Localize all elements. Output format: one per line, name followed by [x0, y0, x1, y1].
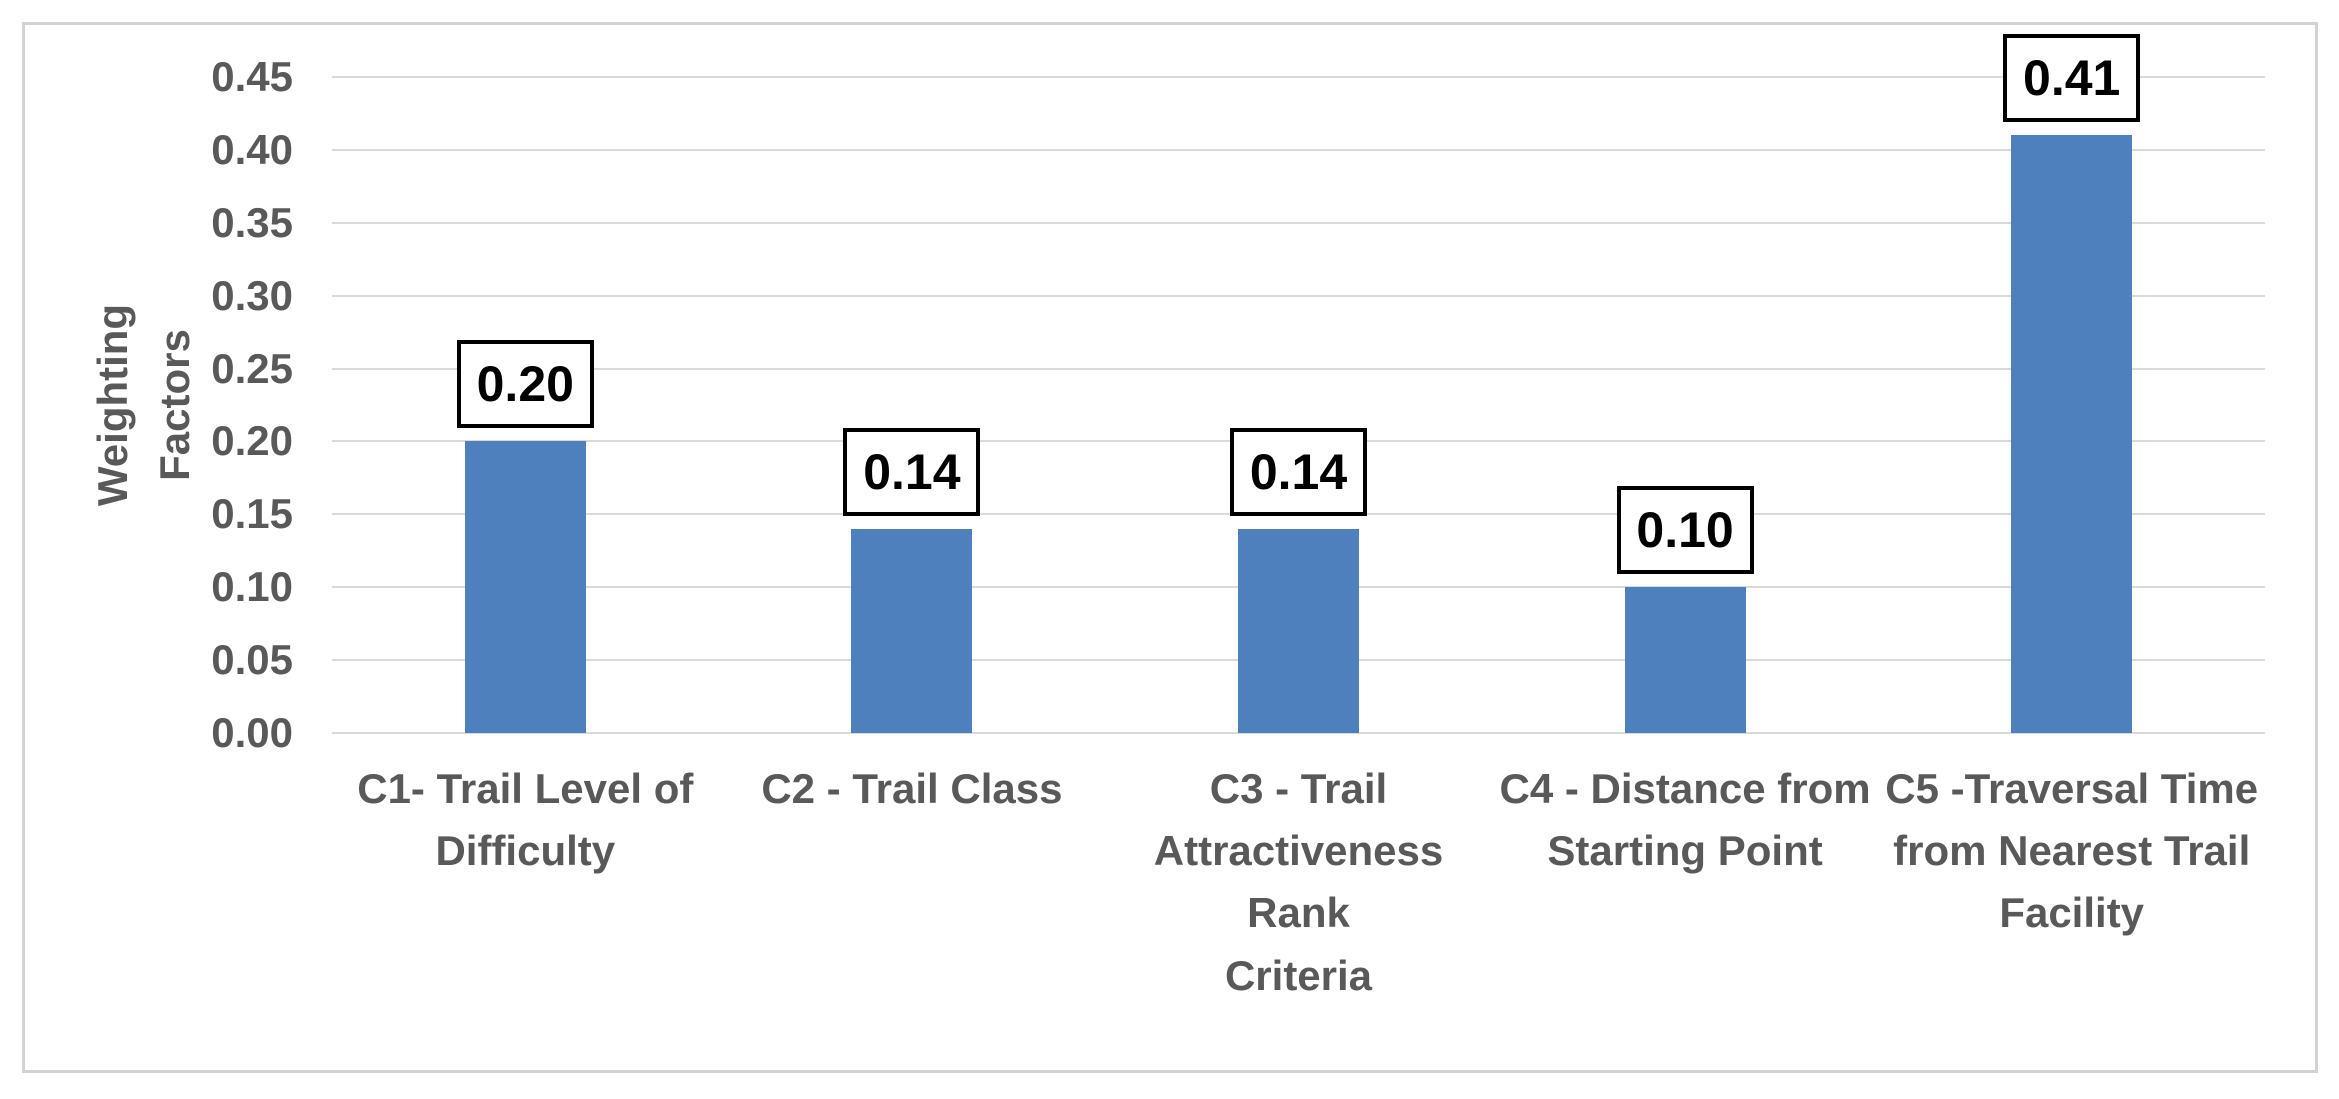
gridline [332, 221, 2265, 224]
x-axis-title: Criteria [1224, 952, 1373, 999]
category-label: C1- Trail Level of Difficulty [357, 765, 694, 874]
gridline [332, 76, 2265, 78]
y-tick-label: 0.20 [211, 417, 293, 465]
bar [1238, 528, 1359, 733]
category-label: C2 - Trail Class [761, 765, 1063, 812]
bar-data-label: 0.14 [1230, 427, 1367, 516]
gridline [332, 367, 2265, 370]
y-tick-label: 0.00 [211, 709, 293, 756]
y-tick-label: 0.30 [211, 271, 293, 319]
bar-data-label: 0.20 [456, 340, 594, 429]
y-tick-label: 0.15 [211, 490, 293, 538]
gridline [332, 294, 2265, 297]
bar [1624, 587, 1746, 733]
y-tick-label: 0.10 [211, 563, 293, 611]
category-label: C4 - Distance from Starting Point [1499, 765, 1871, 874]
gridline [332, 732, 2265, 734]
category-label: C5 -Traversal Time from Nearest Trail Faci… [1885, 765, 2259, 936]
y-tick-label: 0.40 [211, 125, 293, 173]
category-label: C3 - Trail Attractiveness Rank [1153, 765, 1444, 936]
y-tick-label: 0.05 [211, 636, 293, 684]
y-tick-label: 0.35 [211, 198, 293, 246]
bar-data-label: 0.14 [843, 427, 981, 516]
bar [464, 441, 586, 733]
bar-data-label: 0.10 [1616, 486, 1754, 575]
chart-frame [22, 22, 2318, 1073]
y-axis-title: Weighting Factors [89, 303, 198, 507]
y-tick-label: 0.25 [211, 344, 293, 392]
bar-data-label: 0.41 [2003, 34, 2141, 123]
gridline [332, 148, 2265, 151]
bar [851, 528, 973, 733]
bar [2011, 135, 2133, 733]
y-tick-label: 0.45 [211, 53, 293, 100]
